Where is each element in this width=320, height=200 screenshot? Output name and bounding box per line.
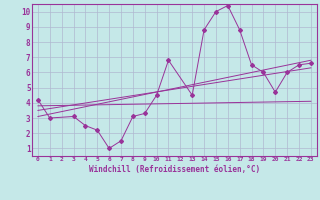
X-axis label: Windchill (Refroidissement éolien,°C): Windchill (Refroidissement éolien,°C)	[89, 165, 260, 174]
